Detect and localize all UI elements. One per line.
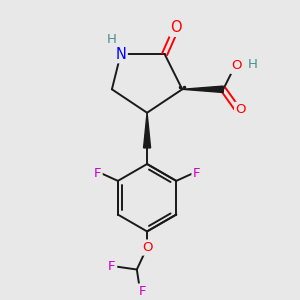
Text: O: O: [171, 20, 182, 35]
Text: F: F: [139, 285, 146, 298]
Text: O: O: [142, 241, 152, 254]
Text: F: F: [94, 167, 101, 180]
Text: N: N: [115, 46, 126, 62]
Polygon shape: [182, 86, 223, 92]
Text: H: H: [248, 58, 257, 71]
Polygon shape: [144, 113, 151, 148]
Text: O: O: [231, 59, 242, 72]
Text: O: O: [236, 103, 246, 116]
Text: H: H: [107, 33, 117, 46]
Text: F: F: [193, 167, 200, 180]
Text: F: F: [108, 260, 116, 273]
